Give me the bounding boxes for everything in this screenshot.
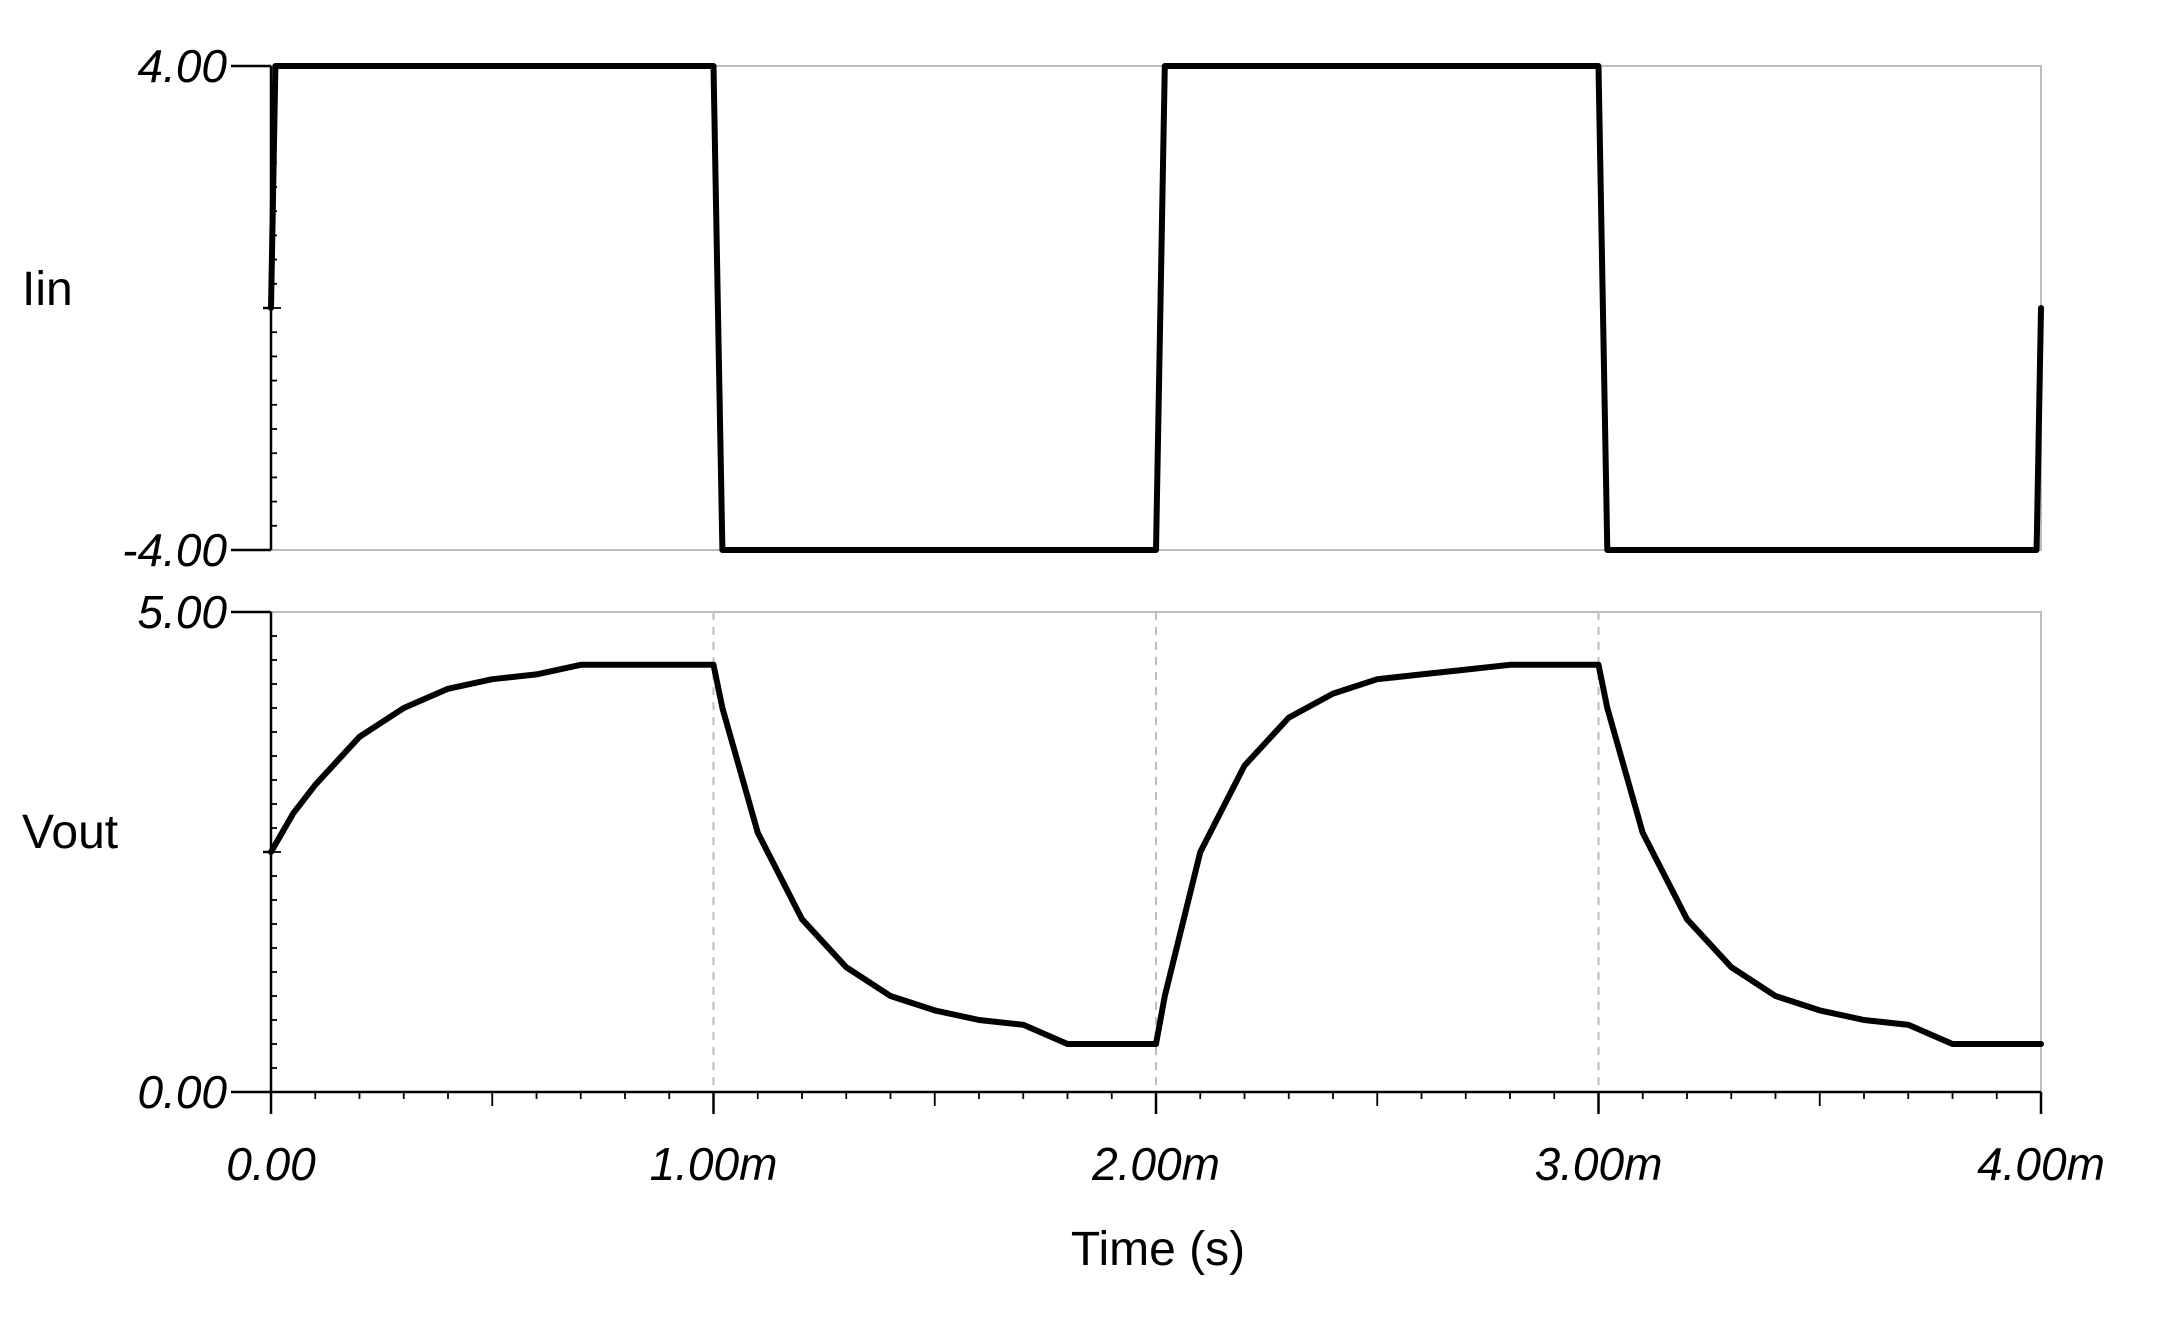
x-tick-label: 0.00 (226, 1138, 316, 1190)
x-tick-label: 3.00m (1535, 1138, 1663, 1190)
x-tick-label: 4.00m (1977, 1138, 2105, 1190)
series-line (268, 63, 2044, 553)
y-tick-label: 5.00 (137, 586, 227, 638)
x-tick-label: 2.00m (1091, 1138, 1220, 1190)
x-tick-label: 1.00m (650, 1138, 778, 1190)
x-axis-title: Time (s) (1071, 1223, 1245, 1276)
iin-panel: 4.00 -4.00 Iin (22, 40, 2044, 576)
vout-panel: 5.00 0.00 Vout (22, 586, 2044, 1118)
y-axis-title: Iin (22, 263, 73, 316)
time-axis: 0.00 1.00m 2.00m 3.00m 4.00m (226, 1090, 2105, 1190)
y-axis-title: Vout (22, 806, 118, 859)
y-tick-label: 0.00 (137, 1066, 227, 1118)
y-tick-label: -4.00 (122, 524, 227, 576)
y-tick-label: 4.00 (137, 40, 227, 92)
series-line (268, 661, 2044, 1047)
